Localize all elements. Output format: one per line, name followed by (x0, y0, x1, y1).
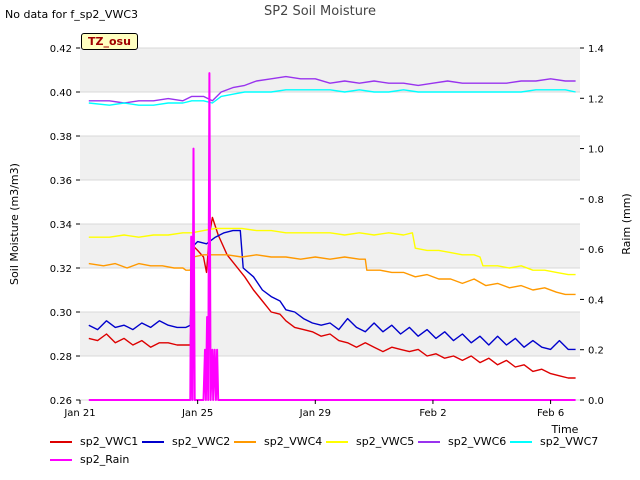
y2-tick-label: 1.2 (588, 94, 604, 105)
y2-tick-label: 0.0 (588, 396, 604, 407)
plot-band (80, 224, 580, 268)
y2-tick-label: 0.8 (588, 195, 604, 206)
chart-title: SP2 Soil Moisture (263, 4, 376, 19)
y-tick-label: 0.38 (50, 132, 72, 143)
y-tick-label: 0.28 (50, 352, 72, 363)
legend-swatch (510, 441, 532, 443)
legend-label: sp2_VWC5 (356, 435, 415, 448)
x-tick-label: Feb 2 (419, 408, 446, 419)
y-tick-label: 0.34 (50, 220, 72, 231)
series-line-sp2_Rain (88, 72, 576, 401)
series-line-sp2_VWC5 (88, 227, 576, 276)
plot-band (80, 136, 580, 180)
legend-label: sp2_VWC1 (80, 435, 139, 448)
series-line-sp2_VWC6 (88, 75, 576, 104)
y-axis-label: Soil Moisture (m3/m3) (8, 163, 21, 285)
y2-tick-label: 0.2 (588, 346, 604, 357)
legend-swatch (326, 441, 348, 443)
legend-label: sp2_VWC7 (540, 435, 599, 448)
legend-label: sp2_VWC6 (448, 435, 507, 448)
y-tick-label: 0.30 (50, 308, 72, 319)
series-line-sp2_VWC2 (88, 229, 576, 351)
plot-band (80, 48, 580, 92)
series-line-sp2_VWC7 (88, 89, 576, 106)
y-tick-label: 0.40 (50, 88, 72, 99)
plot-band (80, 92, 580, 136)
series-line-sp2_VWC4 (88, 254, 576, 296)
x-tick-label: Jan 21 (63, 408, 95, 419)
legend-swatch (50, 459, 72, 461)
plot-band (80, 356, 580, 400)
y-tick-label: 0.26 (50, 396, 72, 407)
y2-tick-label: 0.4 (588, 295, 604, 306)
x-tick-label: Jan 29 (299, 408, 331, 419)
y2-tick-label: 1.4 (588, 44, 604, 55)
legend-label: sp2_VWC4 (264, 435, 323, 448)
legend-swatch (50, 441, 72, 443)
timezone-badge: TZ_osu (81, 33, 138, 50)
plot-band (80, 180, 580, 224)
legend-swatch (234, 441, 256, 443)
y-tick-label: 0.36 (50, 176, 72, 187)
y-tick-label: 0.32 (50, 264, 72, 275)
x-axis-label: Time (551, 423, 579, 436)
legend-label: sp2_Rain (80, 453, 130, 466)
legend-swatch (418, 441, 440, 443)
series-line-sp2_VWC1 (88, 216, 576, 379)
y2-axis-label: Raim (mm) (620, 193, 633, 254)
plot-band (80, 268, 580, 312)
no-data-note: No data for f_sp2_VWC3 (5, 8, 139, 21)
y2-tick-label: 1.0 (588, 145, 604, 156)
y-tick-label: 0.42 (50, 44, 72, 55)
legend-swatch (142, 441, 164, 443)
x-tick-label: Jan 25 (181, 408, 213, 419)
y2-tick-label: 0.6 (588, 245, 604, 256)
legend-label: sp2_VWC2 (172, 435, 231, 448)
x-tick-label: Feb 6 (537, 408, 564, 419)
